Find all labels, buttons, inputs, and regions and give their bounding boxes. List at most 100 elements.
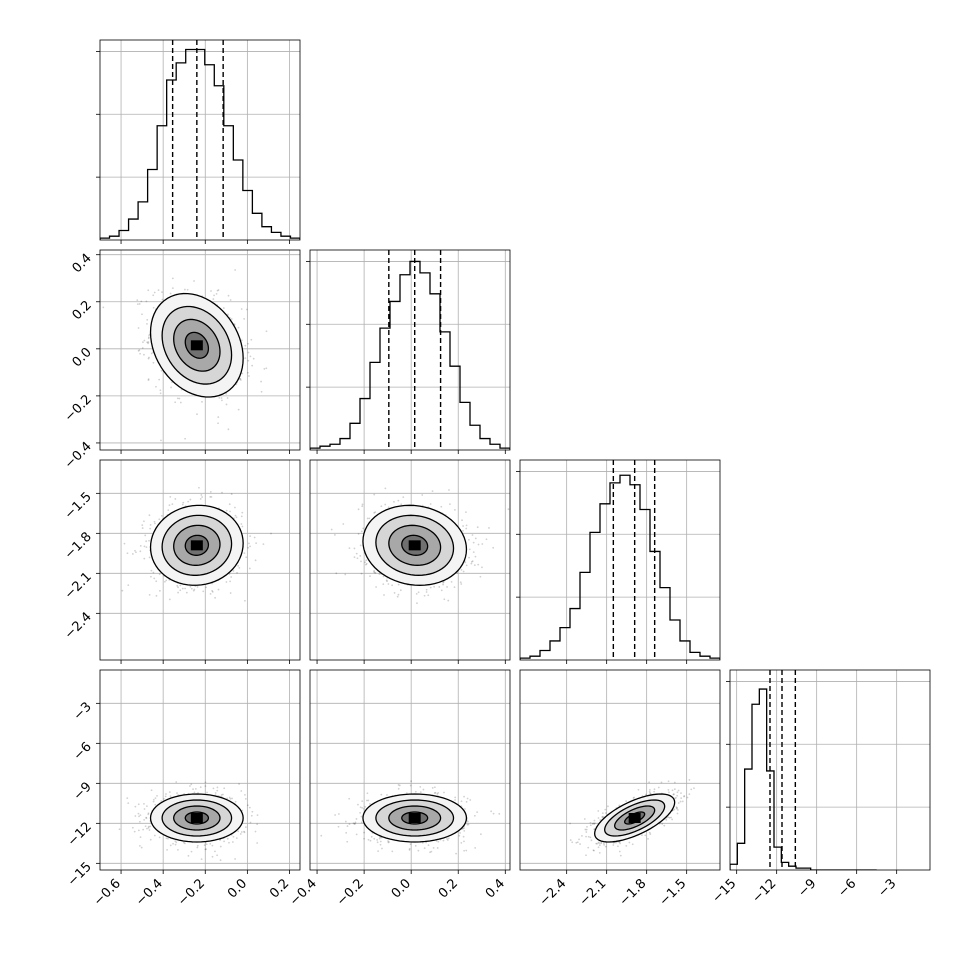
scatter-point <box>446 586 448 588</box>
scatter-point <box>367 838 370 841</box>
scatter-point <box>136 299 139 302</box>
scatter-point <box>460 800 463 803</box>
scatter-point <box>244 793 246 796</box>
scatter-point <box>220 794 223 796</box>
scatter-point <box>344 820 347 823</box>
scatter-point <box>142 828 145 831</box>
scatter-point <box>414 790 417 793</box>
scatter-point <box>431 490 434 493</box>
scatter-point <box>442 581 444 584</box>
scatter-point <box>200 494 203 496</box>
scatter-point <box>492 812 495 815</box>
scatter-point <box>137 803 140 806</box>
scatter-point <box>598 851 601 854</box>
scatter-3-2 <box>569 779 695 857</box>
scatter-point <box>249 355 252 358</box>
scatter-point <box>147 357 150 360</box>
scatter-point <box>203 844 206 847</box>
scatter-point <box>355 833 358 836</box>
scatter-point <box>221 491 223 494</box>
scatter-1-0 <box>102 269 268 442</box>
scatter-point <box>469 799 472 801</box>
scatter-point <box>133 830 136 833</box>
scatter-point <box>320 834 323 837</box>
scatter-point <box>337 825 340 828</box>
scatter-point <box>463 827 465 830</box>
scatter-point <box>223 787 226 790</box>
scatter-point <box>230 493 233 495</box>
scatter-point <box>355 818 358 820</box>
scatter-point <box>126 552 129 555</box>
scatter-point <box>433 585 436 588</box>
scatter-point <box>462 529 464 532</box>
scatter-point <box>168 598 171 601</box>
scatter-point <box>367 799 370 802</box>
scatter-point <box>247 342 249 345</box>
scatter-point <box>359 811 362 814</box>
scatter-point <box>357 508 360 511</box>
scatter-point <box>146 341 149 344</box>
scatter-point <box>164 580 166 583</box>
scatter-point <box>179 589 182 592</box>
scatter-point <box>174 498 177 500</box>
panel-frame <box>309 249 511 451</box>
scatter-point <box>429 503 432 505</box>
scatter-point <box>393 592 396 594</box>
scatter-point <box>153 291 156 294</box>
scatter-point <box>187 854 190 857</box>
scatter-point <box>158 836 161 839</box>
scatter-point <box>187 500 190 503</box>
panel-0-0 <box>96 39 301 244</box>
scatter-point <box>147 289 150 292</box>
scatter-point <box>147 341 150 343</box>
scatter-point <box>353 556 356 559</box>
scatter-point <box>253 536 256 539</box>
scatter-point <box>144 534 147 537</box>
scatter-point <box>462 570 465 573</box>
scatter-point <box>386 580 388 583</box>
x-tick-label: 0.2 <box>436 876 461 901</box>
scatter-point <box>211 589 214 592</box>
scatter-point <box>346 825 349 827</box>
scatter-point <box>176 397 179 400</box>
scatter-point <box>149 527 152 530</box>
scatter-point <box>360 815 363 818</box>
scatter-point <box>145 546 148 548</box>
scatter-point <box>434 791 437 794</box>
scatter-point <box>217 422 219 425</box>
scatter-point <box>169 495 172 498</box>
scatter-point <box>430 850 433 853</box>
scatter-point <box>376 841 379 844</box>
scatter-point <box>149 838 152 841</box>
scatter-point <box>467 823 470 826</box>
scatter-point <box>156 795 158 797</box>
scatter-point <box>366 517 369 520</box>
scatter-point <box>423 847 426 850</box>
scatter-point <box>167 837 169 840</box>
scatter-point <box>230 318 233 320</box>
scatter-point <box>377 850 380 853</box>
scatter-point <box>152 361 155 364</box>
scatter-point <box>137 349 140 352</box>
scatter-point <box>265 330 268 333</box>
scatter-point <box>476 811 479 814</box>
scatter-point <box>373 571 376 574</box>
scatter-point <box>399 589 402 592</box>
scatter-point <box>380 505 383 508</box>
scatter-point <box>243 830 245 833</box>
scatter-point <box>337 813 340 815</box>
scatter-point <box>160 369 163 372</box>
scatter-point <box>346 840 349 843</box>
scatter-point <box>359 554 362 557</box>
scatter-point <box>143 557 146 560</box>
scatter-point <box>146 323 148 325</box>
scatter-point <box>425 588 428 591</box>
scatter-point <box>182 501 185 504</box>
scatter-point <box>196 844 199 847</box>
scatter-point <box>248 542 250 545</box>
scatter-point <box>256 823 259 826</box>
scatter-point <box>139 836 142 838</box>
scatter-point <box>397 784 400 786</box>
scatter-point <box>145 300 148 303</box>
scatter-point <box>239 377 242 380</box>
